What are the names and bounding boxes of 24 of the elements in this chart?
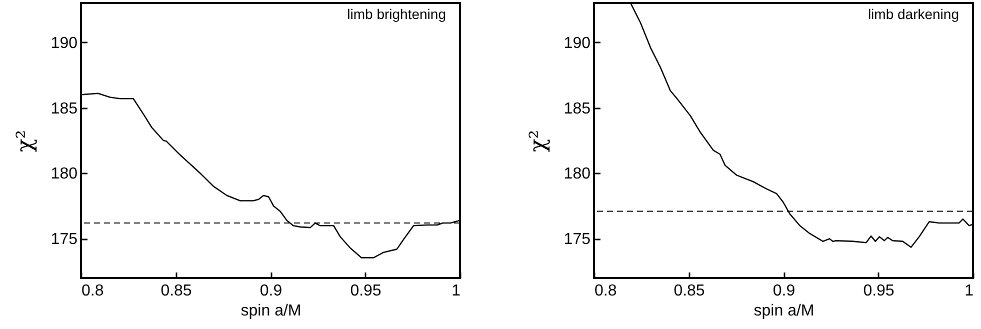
y-tick-label: 175 (564, 231, 591, 248)
x-tick-label: 0.8 (82, 282, 104, 300)
y-tick-label: 180 (564, 166, 591, 183)
x-tick-label: 0.95 (863, 282, 894, 300)
y-tick-label: 185 (564, 100, 591, 118)
x-tick-label: 0.85 (674, 282, 705, 300)
x-tick-label: 1 (452, 282, 461, 300)
x-tick-label: 0.9 (772, 282, 796, 300)
y-tick-label: 185 (50, 100, 78, 118)
x-tick-label: 0.9 (260, 282, 282, 300)
y-tick-label: 190 (564, 34, 591, 52)
y-tick-label: 175 (50, 231, 78, 248)
x-tick-label: 0.85 (160, 282, 192, 300)
x-tick-label: 1 (964, 282, 974, 300)
y-tick-label: 180 (50, 166, 78, 183)
y-tick-label: 190 (50, 34, 78, 52)
annotation: limb darkening (868, 6, 959, 22)
x-tick-label: 0.8 (594, 282, 617, 300)
x-axis-title: spin a/M (754, 302, 814, 320)
x-axis-title: spin a/M (240, 302, 302, 320)
x-tick-label: 0.95 (350, 282, 382, 300)
y-axis-title: χ² (12, 130, 38, 152)
y-axis-title: χ² (526, 130, 551, 152)
annotation: limb brightening (347, 6, 446, 22)
